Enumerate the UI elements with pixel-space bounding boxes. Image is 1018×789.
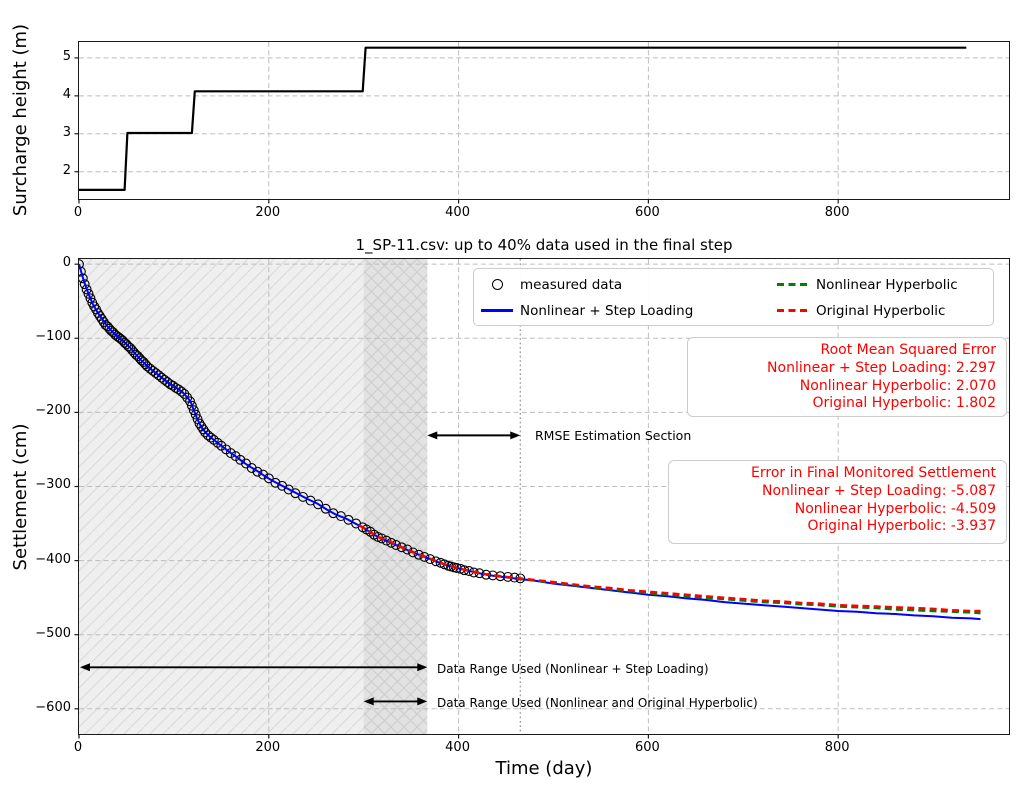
- y-tick-label: −500: [35, 625, 71, 641]
- y-tick-label: −400: [35, 551, 71, 567]
- x-tick-label: 200: [255, 740, 281, 755]
- stat-line: Root Mean Squared Error: [820, 342, 996, 358]
- range-hyperbolic-annotation: Data Range Used (Nonlinear and Original …: [437, 696, 758, 710]
- legend-label: Original Hyperbolic: [816, 302, 946, 319]
- line-marker-icon: [770, 283, 816, 286]
- stat-line: Nonlinear Hyperbolic: 2.070: [799, 377, 996, 394]
- legend-label: measured data: [520, 276, 623, 293]
- range-step-annotation: Data Range Used (Nonlinear + Step Loadin…: [437, 662, 709, 676]
- y-tick-label: −100: [35, 329, 71, 345]
- legend: measured data Nonlinear + Step Loading Non…: [473, 268, 994, 326]
- y-tick-label: 4: [62, 86, 71, 102]
- x-tick-label: 400: [445, 740, 470, 755]
- range-hyperbolic-arrow: [363, 697, 428, 706]
- rmse-section-arrow: [427, 431, 521, 440]
- legend-item-original-hyperbolic: Original Hyperbolic: [770, 303, 987, 319]
- surcharge-chart: [74, 41, 1010, 204]
- x-tick-label: 600: [634, 740, 660, 755]
- x-tick-label: 0: [73, 740, 83, 755]
- series-original-hyperbolic: [358, 523, 981, 613]
- time-xlabel: Time (day): [495, 758, 593, 779]
- line-marker-icon: [474, 309, 520, 312]
- stat-line: Nonlinear Hyperbolic: -4.509: [794, 500, 996, 517]
- tick-marks: [74, 263, 839, 739]
- legend-label: Nonlinear Hyperbolic: [816, 276, 958, 293]
- surcharge-plot-area: [74, 42, 1009, 204]
- stat-line: Nonlinear + Step Loading: -5.087: [761, 482, 996, 499]
- x-tick-label: 800: [824, 205, 850, 220]
- measured-data-points: [79, 259, 526, 584]
- settlement-chart: measured data Nonlinear + Step Loading Non…: [74, 258, 1010, 739]
- stat-line: Nonlinear + Step Loading: 2.297: [767, 359, 996, 376]
- chart-title: 1_SP-11.csv: up to 40% data used in the …: [355, 236, 733, 254]
- series-surcharge-height: [79, 46, 967, 191]
- final-error-box: Error in Final Monitored Settlement Nonli…: [668, 460, 1007, 544]
- y-tick-label: −600: [35, 699, 71, 715]
- legend-item-measured-data: measured data: [474, 277, 770, 293]
- x-tick-label: 600: [634, 205, 660, 220]
- rmse-box: Root Mean Squared Error Nonlinear + Step …: [687, 337, 1007, 417]
- tick-marks: [74, 57, 839, 204]
- circle-marker-icon: [474, 279, 520, 290]
- y-tick-label: 2: [62, 162, 71, 178]
- gridlines: [79, 42, 1009, 199]
- y-tick-label: 5: [62, 48, 71, 64]
- shaded-range-hyperbolic: [363, 259, 428, 734]
- stat-line: Original Hyperbolic: -3.937: [807, 518, 996, 535]
- line-marker-icon: [770, 309, 816, 312]
- y-tick-label: 0: [62, 255, 71, 271]
- y-tick-label: 3: [62, 124, 71, 140]
- rmse-section-annotation: RMSE Estimation Section: [535, 428, 692, 443]
- settlement-plot-area: [74, 259, 1009, 739]
- settlement-ylabel: Settlement (cm): [10, 423, 31, 571]
- range-step-arrow: [79, 663, 428, 672]
- x-tick-label: 200: [255, 205, 281, 220]
- legend-label: Nonlinear + Step Loading: [520, 302, 694, 319]
- stat-line: Error in Final Monitored Settlement: [751, 465, 996, 481]
- y-tick-label: −300: [35, 477, 71, 493]
- stat-line: Original Hyperbolic: 1.802: [812, 395, 996, 412]
- x-tick-label: 0: [73, 205, 83, 220]
- legend-item-nonlinear-step-loading: Nonlinear + Step Loading: [474, 303, 770, 319]
- x-tick-label: 800: [824, 740, 850, 755]
- series-nonlinear-step-loading: [79, 263, 981, 621]
- x-tick-label: 400: [445, 205, 470, 220]
- legend-item-nonlinear-hyperbolic: Nonlinear Hyperbolic: [770, 277, 987, 293]
- y-tick-label: −200: [35, 403, 71, 419]
